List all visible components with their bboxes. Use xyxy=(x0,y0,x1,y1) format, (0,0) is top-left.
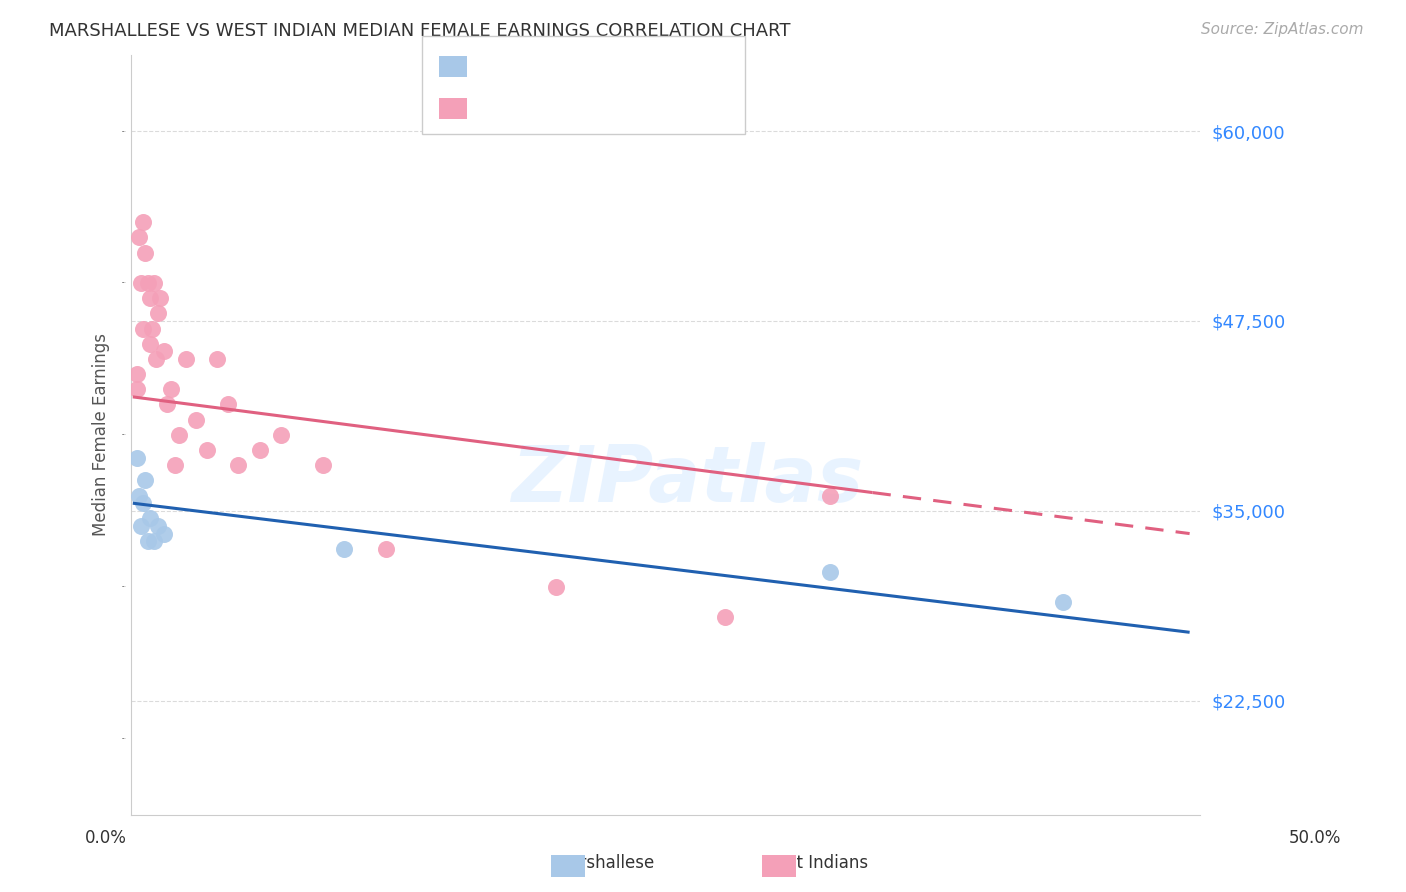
Point xyxy=(153,526,176,541)
Point xyxy=(270,427,292,442)
Text: Source: ZipAtlas.com: Source: ZipAtlas.com xyxy=(1201,22,1364,37)
Point xyxy=(169,427,191,442)
Point xyxy=(375,541,398,556)
Point xyxy=(132,496,155,510)
Text: N =: N = xyxy=(576,97,613,115)
Point xyxy=(333,541,356,556)
Point xyxy=(129,276,152,290)
Point xyxy=(820,565,842,579)
Point xyxy=(186,412,208,426)
Point xyxy=(129,519,152,533)
Point xyxy=(217,397,239,411)
Point xyxy=(125,450,148,465)
Point xyxy=(1052,595,1074,609)
Point xyxy=(207,351,229,366)
Point xyxy=(138,291,160,305)
Point xyxy=(142,276,165,290)
Point xyxy=(146,306,169,320)
Text: R =: R = xyxy=(474,97,510,115)
Point xyxy=(136,276,159,290)
Point xyxy=(134,245,156,260)
Point xyxy=(132,215,155,229)
Point xyxy=(132,321,155,335)
Point xyxy=(146,519,169,533)
Point xyxy=(138,511,160,525)
Point xyxy=(149,291,172,305)
Point xyxy=(125,382,148,396)
Point xyxy=(128,230,150,244)
Point xyxy=(174,351,197,366)
Text: -0.194: -0.194 xyxy=(503,97,562,115)
Point xyxy=(145,351,167,366)
Y-axis label: Median Female Earnings: Median Female Earnings xyxy=(93,334,110,536)
Text: ZIPatlas: ZIPatlas xyxy=(510,442,863,518)
Text: R =: R = xyxy=(474,55,510,73)
Point xyxy=(228,458,250,473)
Point xyxy=(249,443,271,458)
Text: 42: 42 xyxy=(607,97,631,115)
Point xyxy=(160,382,183,396)
Point xyxy=(141,321,163,335)
Point xyxy=(125,367,148,381)
Point xyxy=(713,610,735,624)
Point xyxy=(134,474,156,488)
Text: West Indians: West Indians xyxy=(762,855,869,872)
Text: -0.426: -0.426 xyxy=(503,55,562,73)
Text: Marshallese: Marshallese xyxy=(555,855,654,872)
Text: 0.0%: 0.0% xyxy=(84,830,127,847)
Point xyxy=(136,534,159,549)
Point xyxy=(138,336,160,351)
Text: N =: N = xyxy=(576,55,613,73)
Point xyxy=(820,489,842,503)
Point xyxy=(155,397,177,411)
Point xyxy=(312,458,335,473)
Text: MARSHALLESE VS WEST INDIAN MEDIAN FEMALE EARNINGS CORRELATION CHART: MARSHALLESE VS WEST INDIAN MEDIAN FEMALE… xyxy=(49,22,790,40)
Point xyxy=(195,443,218,458)
Text: 50.0%: 50.0% xyxy=(1288,830,1341,847)
Text: 15: 15 xyxy=(607,55,630,73)
Point xyxy=(165,458,187,473)
Point xyxy=(142,534,165,549)
Point xyxy=(544,580,567,594)
Point xyxy=(128,489,150,503)
Point xyxy=(153,344,176,359)
